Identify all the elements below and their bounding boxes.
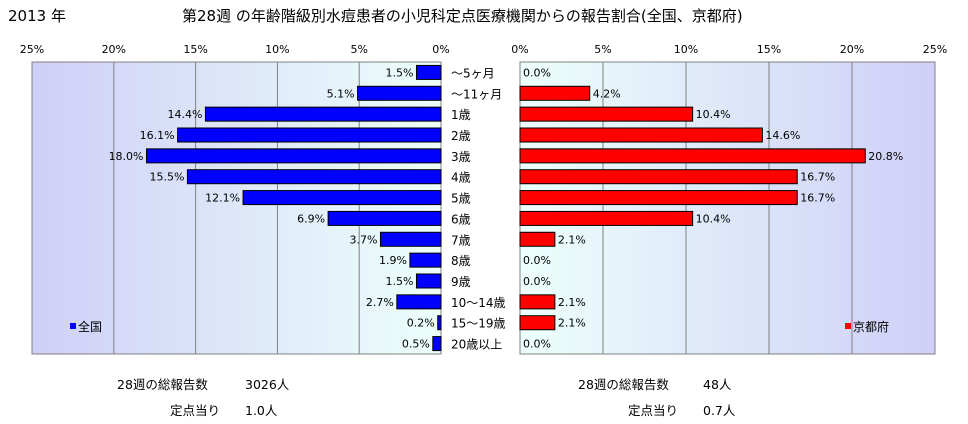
category-label: 9歳 xyxy=(451,275,471,289)
data-label-national: 15.5% xyxy=(149,171,184,184)
data-label-national: 2.7% xyxy=(366,296,394,309)
data-label-kyoto: 0.0% xyxy=(523,275,551,288)
bar-national xyxy=(415,273,442,289)
data-label-national: 1.5% xyxy=(386,275,414,288)
tick-label-right: 10% xyxy=(674,43,698,56)
national-reports-label: 28週の総報告数 xyxy=(117,377,208,392)
year-label: 2013 年 xyxy=(8,7,66,25)
data-label-national: 12.1% xyxy=(205,192,240,205)
data-label-kyoto: 14.6% xyxy=(765,129,800,142)
bar-kyoto xyxy=(519,231,556,247)
bar-kyoto xyxy=(519,210,694,226)
bar-national xyxy=(396,294,442,310)
data-label-national: 6.9% xyxy=(297,212,325,225)
data-label-national: 18.0% xyxy=(109,150,144,163)
data-label-kyoto: 2.1% xyxy=(558,317,586,330)
tick-label-left: 10% xyxy=(265,43,289,56)
legend-swatch-national xyxy=(70,323,76,329)
tick-label-right: 20% xyxy=(840,43,864,56)
data-label-national: 5.1% xyxy=(327,87,355,100)
data-label-kyoto: 0.0% xyxy=(523,66,551,79)
tick-label-left: 20% xyxy=(102,43,126,56)
data-label-kyoto: 10.4% xyxy=(696,108,731,121)
data-label-kyoto: 10.4% xyxy=(696,212,731,225)
kyoto-per-label: 定点当り xyxy=(628,403,678,418)
data-label-national: 0.5% xyxy=(402,338,430,351)
category-label: 5歳 xyxy=(451,192,471,206)
bar-kyoto xyxy=(519,85,591,101)
bar-kyoto xyxy=(519,148,866,164)
category-label: 20歳以上 xyxy=(451,338,502,352)
data-label-national: 14.4% xyxy=(167,108,202,121)
bar-kyoto xyxy=(519,190,798,206)
tick-label-left: 25% xyxy=(20,43,44,56)
category-label: 6歳 xyxy=(451,212,471,226)
data-label-kyoto: 20.8% xyxy=(868,150,903,163)
bar-national xyxy=(357,85,442,101)
category-label: ～5ヶ月 xyxy=(451,66,495,80)
tick-label-left: 5% xyxy=(350,43,367,56)
tick-label-right: 5% xyxy=(594,43,611,56)
legend-label-national: 全国 xyxy=(78,319,102,334)
data-label-kyoto: 0.0% xyxy=(523,254,551,267)
tick-label-right: 15% xyxy=(757,43,781,56)
national-per-value: 1.0人 xyxy=(245,403,278,418)
bar-kyoto xyxy=(519,315,556,331)
data-label-kyoto: 2.1% xyxy=(558,296,586,309)
category-label: ～11ヶ月 xyxy=(451,87,502,101)
data-label-national: 1.5% xyxy=(386,66,414,79)
tick-label-right: 0% xyxy=(511,43,528,56)
data-label-kyoto: 2.1% xyxy=(558,233,586,246)
tick-label-left: 0% xyxy=(432,43,449,56)
national-reports-value: 3026人 xyxy=(245,377,290,392)
bar-kyoto xyxy=(519,106,694,122)
bar-national xyxy=(177,127,442,143)
data-label-kyoto: 16.7% xyxy=(800,192,835,205)
bar-kyoto xyxy=(519,127,763,143)
bar-national xyxy=(415,64,442,80)
tick-label-left: 15% xyxy=(183,43,207,56)
right-plot-area xyxy=(519,61,936,355)
data-label-national: 16.1% xyxy=(140,129,175,142)
legend-label-kyoto: 京都府 xyxy=(853,319,889,334)
data-label-kyoto: 4.2% xyxy=(593,87,621,100)
category-label: 10～14歳 xyxy=(451,296,506,310)
category-label: 7歳 xyxy=(451,233,471,247)
kyoto-per-value: 0.7人 xyxy=(703,403,736,418)
category-label: 4歳 xyxy=(451,171,471,185)
bar-national xyxy=(242,190,442,206)
left-plot-area xyxy=(31,61,442,355)
bar-kyoto xyxy=(519,294,556,310)
bar-national xyxy=(327,210,442,226)
bar-national xyxy=(432,336,442,352)
data-label-kyoto: 16.7% xyxy=(800,171,835,184)
bar-national xyxy=(409,252,442,268)
tick-label-right: 25% xyxy=(923,43,947,56)
data-label-kyoto: 0.0% xyxy=(523,338,551,351)
kyoto-reports-value: 48人 xyxy=(703,377,732,392)
national-per-label: 定点当り xyxy=(170,403,220,418)
bar-kyoto xyxy=(519,169,798,185)
kyoto-reports-label: 28週の総報告数 xyxy=(578,377,669,392)
bar-national xyxy=(186,169,442,185)
bar-national xyxy=(204,106,442,122)
data-label-national: 3.7% xyxy=(350,233,378,246)
data-label-national: 1.9% xyxy=(379,254,407,267)
bar-national xyxy=(146,148,442,164)
bar-national xyxy=(437,315,442,331)
category-label: 3歳 xyxy=(451,150,471,164)
data-label-national: 0.2% xyxy=(407,317,435,330)
legend-swatch-kyoto xyxy=(845,323,851,329)
category-label: 2歳 xyxy=(451,129,471,143)
category-label: 1歳 xyxy=(451,108,471,122)
category-label: 8歳 xyxy=(451,254,471,268)
bar-national xyxy=(379,231,442,247)
chart-title: 第28週 の年齢階級別水痘患者の小児科定点医療機関からの報告割合(全国、京都府) xyxy=(182,7,743,25)
category-label: 15～19歳 xyxy=(451,317,506,331)
